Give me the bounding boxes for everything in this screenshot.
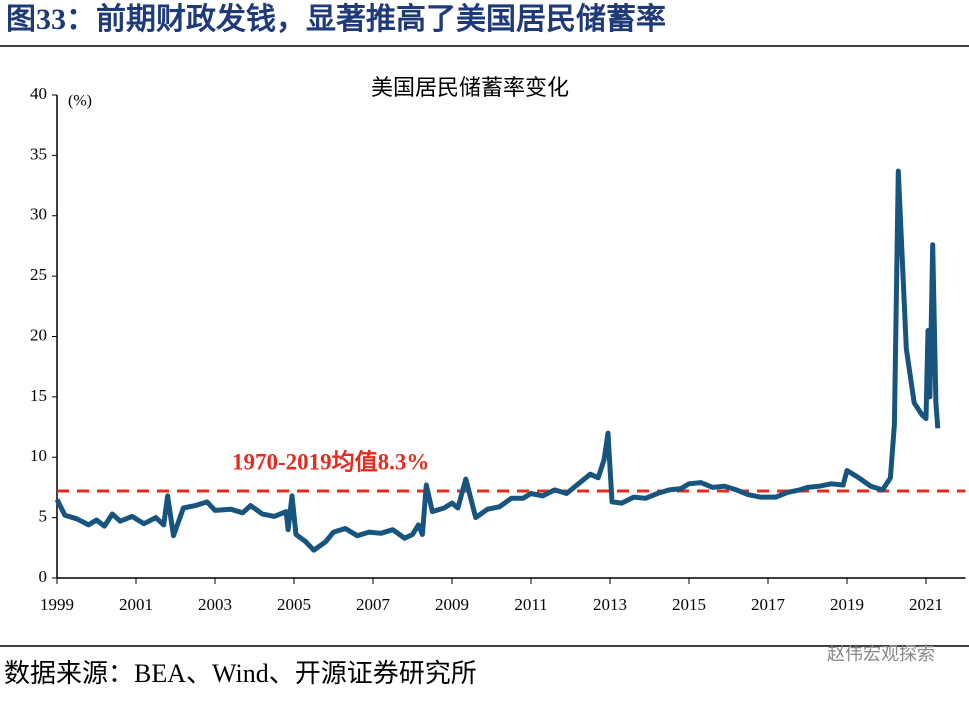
y-tick-label: 15: [30, 386, 47, 405]
watermark: 赵伟宏观探索: [827, 644, 935, 665]
x-tick-label: 2001: [119, 595, 153, 614]
x-tick-label: 2003: [198, 595, 232, 614]
source: 数据来源：BEA、Wind、开源证券研究所: [4, 659, 477, 688]
y-tick-label: 20: [30, 325, 47, 344]
x-tick-label: 2005: [277, 595, 311, 614]
x-tick-label: 2009: [435, 595, 469, 614]
x-tick-label: 2011: [514, 595, 547, 614]
y-tick-label: 35: [30, 144, 47, 163]
x-tick-label: 1999: [40, 595, 74, 614]
chart-title: 美国居民储蓄率变化: [371, 75, 569, 100]
x-tick-label: 2019: [830, 595, 864, 614]
y-unit: (%): [68, 93, 92, 110]
y-tick-label: 40: [30, 84, 47, 103]
page-title: 图33：前期财政发钱，显著推高了美国居民储蓄率: [6, 2, 666, 36]
x-tick-label: 2007: [356, 595, 391, 614]
line-series: [54, 168, 941, 553]
y-tick-label: 25: [30, 265, 47, 284]
y-tick-label: 10: [30, 446, 47, 465]
x-tick-label: 2017: [751, 595, 786, 614]
y-tick-label: 5: [39, 507, 48, 526]
y-tick-label: 0: [39, 567, 48, 586]
y-tick-label: 30: [30, 205, 47, 224]
x-tick-label: 2021: [909, 595, 943, 614]
annotation: 1970-2019均值8.3%: [232, 448, 429, 474]
x-tick-label: 2015: [672, 595, 706, 614]
x-tick-label: 2013: [593, 595, 627, 614]
